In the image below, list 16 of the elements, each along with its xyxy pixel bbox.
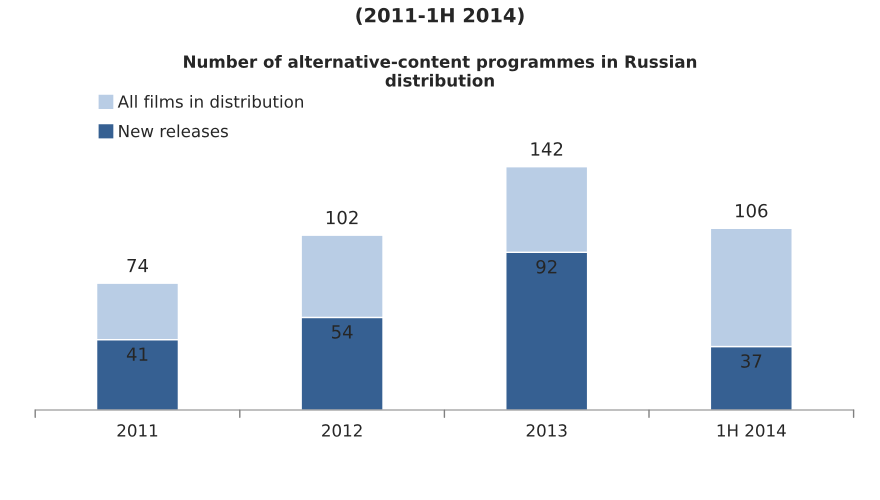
- x-tick-label: 2011: [118, 424, 158, 437]
- chart-title: Number of alternative-content programmes in Russian distribution: [184, 55, 696, 87]
- x-tick-label: 2013: [526, 424, 567, 437]
- total-label: 102: [326, 210, 358, 224]
- total-label: 74: [127, 258, 148, 272]
- legend-label: All films in distribution: [118, 95, 303, 108]
- data-label: 37: [741, 354, 762, 368]
- total-label: 106: [736, 204, 768, 218]
- x-tick-label: 2012: [322, 424, 362, 437]
- x-tick-label: 1H 2014: [718, 424, 786, 437]
- data-label: 54: [332, 325, 353, 339]
- data-label: 92: [536, 260, 556, 274]
- text: (2011-1H 2014): [356, 8, 524, 25]
- total-label: 142: [531, 142, 562, 156]
- data-label: 41: [126, 348, 148, 361]
- legend-label: New releases: [119, 124, 228, 138]
